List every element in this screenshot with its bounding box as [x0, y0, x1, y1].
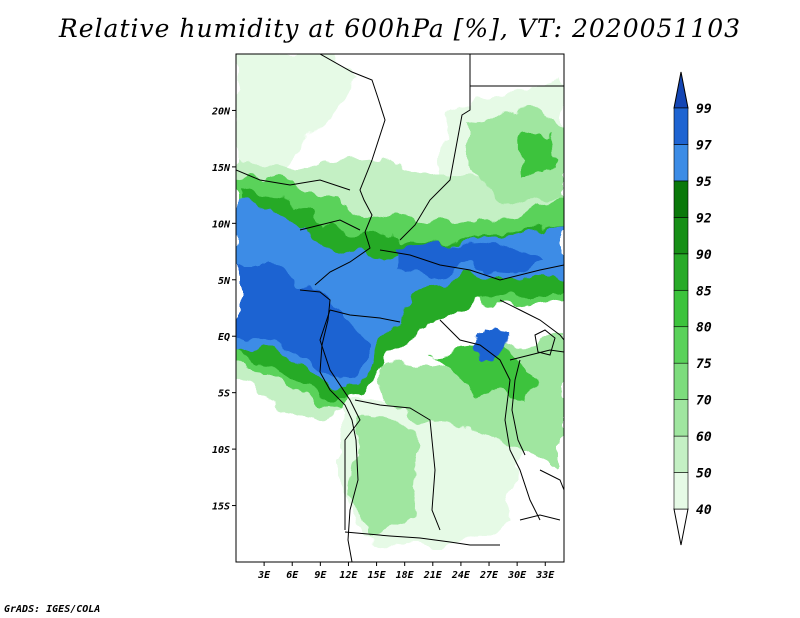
colorbar-segment — [673, 362, 689, 400]
lake-outline — [511, 359, 526, 456]
boundary-line — [539, 469, 564, 491]
lon-tick-label: 27E — [479, 570, 499, 581]
lon-tick-label: 33E — [535, 570, 555, 581]
colorbar-segment — [673, 289, 689, 328]
lon-tick-label: 9E — [314, 570, 327, 581]
country-boundaries — [236, 54, 564, 562]
colorbar-segment — [673, 180, 689, 218]
colorbar-segment — [673, 472, 689, 510]
colorbar-label: 99 — [696, 102, 712, 117]
lon-tick-label: 3E — [257, 570, 271, 581]
colorbar-segment — [673, 435, 689, 473]
colorbar-segment — [673, 399, 689, 437]
boundary-line — [236, 169, 351, 191]
colorbar-segment — [673, 107, 689, 145]
humidity-region-99 — [520, 135, 550, 175]
colorbar-segment — [673, 326, 689, 364]
lon-tick-label: 12E — [339, 570, 358, 581]
lon-tick-label: 15E — [368, 570, 387, 581]
humidity-region-99 — [395, 240, 545, 275]
colorbar: 40 50 60 70 75 80 85 90 92 95 97 99 — [673, 71, 712, 546]
colorbar-segment — [673, 253, 689, 291]
lat-tick-label: 15S — [212, 502, 230, 513]
colorbar-label: 60 — [696, 430, 712, 445]
lat-tick-label: EQ — [218, 332, 230, 343]
colorbar-label: 92 — [696, 211, 712, 226]
colorbar-segment — [673, 217, 689, 255]
boundary-line — [519, 514, 561, 521]
map-title: Relative humidity at 600hPa [%], VT: 202… — [58, 14, 742, 43]
lat-tick-label: 10S — [212, 445, 230, 456]
lon-tick-label: 24E — [451, 570, 471, 581]
boundary-line — [354, 399, 441, 531]
boundary-line — [319, 309, 361, 530]
boundary-line — [499, 299, 564, 341]
lat-tick-label: 15N — [212, 163, 231, 174]
lon-tick-label: 21E — [423, 570, 443, 581]
colorbar-label: 95 — [696, 175, 712, 190]
footer-credit: GrADS: IGES/COLA — [4, 604, 101, 615]
boundary-line — [399, 54, 471, 241]
lat-tick-label: 20N — [211, 106, 231, 117]
colorbar-label: 70 — [696, 394, 712, 409]
boundary-line — [314, 54, 386, 286]
map-frame — [235, 53, 565, 563]
lat-tick-label: 5N — [218, 276, 231, 287]
colorbar-label: 85 — [696, 284, 712, 299]
lat-axis: 20N 15N 10N 5N EQ 5S 10S 15S — [211, 106, 236, 513]
lon-tick-label: 30E — [507, 570, 527, 581]
lat-tick-label: 5S — [218, 389, 230, 400]
colorbar-label: 50 — [696, 467, 712, 482]
humidity-field — [236, 54, 564, 562]
lat-tick-label: 10N — [212, 219, 231, 230]
boundary-line — [344, 531, 500, 546]
colorbar-label: 97 — [696, 138, 712, 153]
colorbar-label: 80 — [696, 321, 712, 336]
humidity-region-60 — [350, 420, 420, 540]
colorbar-label: 90 — [696, 248, 712, 263]
colorbar-label: 40 — [696, 503, 712, 518]
humidity-region-90 — [430, 345, 540, 400]
boundary-line — [439, 319, 541, 521]
humidity-region-99 — [478, 330, 510, 360]
colorbar-segment — [673, 71, 689, 109]
boundary-line — [379, 249, 564, 281]
lon-axis: 3E 6E 9E 12E 15E 18E 21E 24E 27E 30E 33E — [257, 562, 555, 581]
coastline — [299, 289, 359, 562]
colorbar-segment — [673, 144, 689, 182]
humidity-region-70 — [470, 110, 564, 205]
lon-tick-label: 6E — [286, 570, 299, 581]
boundary-line — [329, 309, 401, 323]
lake-outline — [534, 329, 556, 356]
humidity-region-99 — [236, 265, 370, 380]
lon-tick-label: 18E — [396, 570, 415, 581]
humidity-region-40 — [236, 54, 360, 175]
colorbar-label: 75 — [696, 357, 712, 372]
colorbar-segment — [673, 508, 689, 546]
boundary-line — [299, 219, 361, 231]
